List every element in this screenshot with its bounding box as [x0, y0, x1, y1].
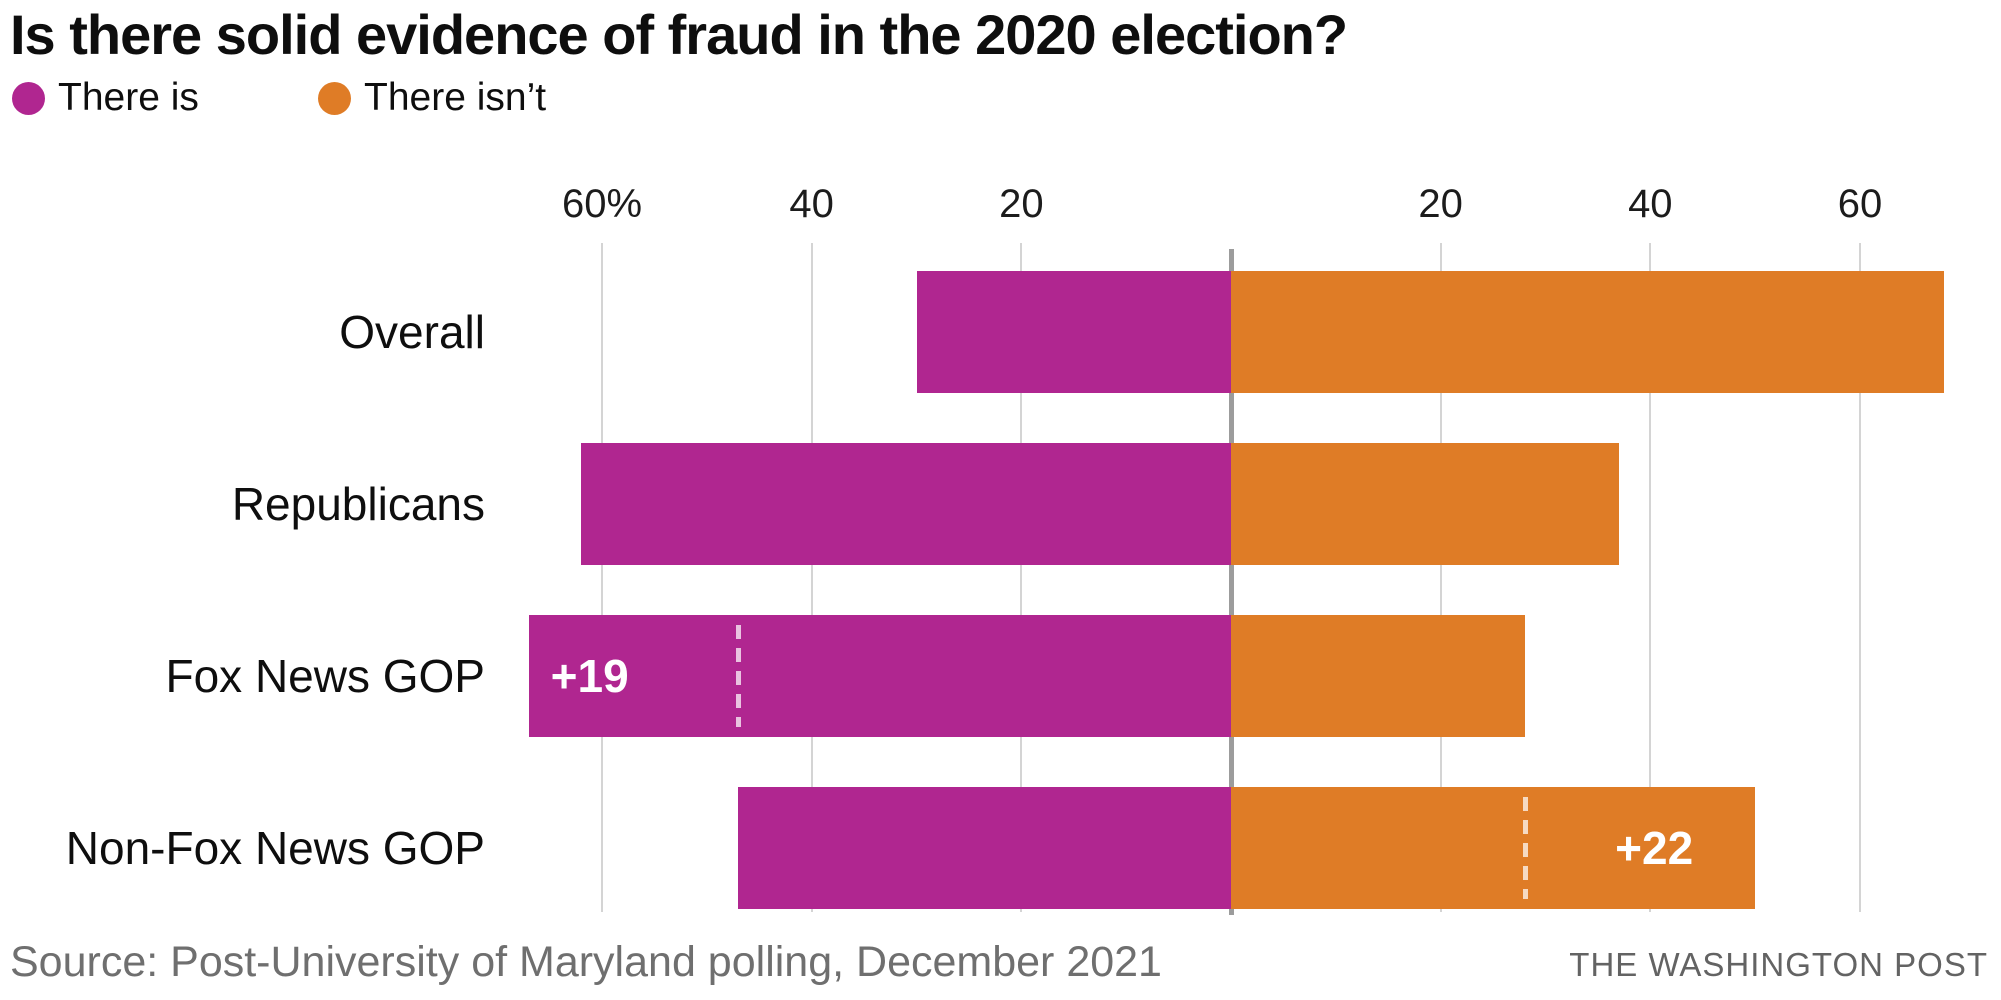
legend: There is There isn’t	[0, 76, 2001, 120]
category-label: Republicans	[231, 478, 485, 530]
axis-tick-label: 60	[1837, 182, 1883, 226]
category-label: Fox News GOP	[165, 650, 485, 702]
legend-dot-icon	[318, 81, 351, 115]
legend-dot-icon	[12, 81, 45, 115]
category-label: Overall	[339, 306, 485, 358]
bar-there-isnt	[1231, 443, 1619, 565]
zero-axis-line	[1229, 249, 1234, 915]
gridline	[1649, 243, 1652, 912]
axis-tick-label: 20	[1418, 182, 1463, 226]
bar-there-isnt	[1231, 271, 1944, 393]
bar-there-is	[581, 443, 1231, 565]
legend-label: There isn’t	[364, 76, 547, 119]
axis-tick-label: 40	[1628, 182, 1673, 226]
reference-dash-line	[736, 625, 742, 727]
chart-title: Is there solid evidence of fraud in the …	[10, 3, 1348, 66]
bar-there-is	[738, 787, 1231, 909]
margin-annotation: +19	[550, 650, 629, 702]
bar-there-isnt	[1231, 615, 1525, 737]
reference-dash-line	[1522, 797, 1528, 899]
gridline	[601, 243, 604, 912]
bar-there-isnt	[1231, 787, 1756, 909]
bar-there-is	[916, 271, 1231, 393]
legend-label: There is	[58, 76, 199, 119]
axis-tick-label: 40	[789, 182, 834, 226]
category-label: Non-Fox News GOP	[65, 822, 485, 874]
legend-item: There isn’t	[318, 76, 546, 120]
footer: Source: Post-University of Maryland poll…	[0, 938, 2001, 990]
axis-tick-label: 20	[999, 182, 1044, 226]
bar-there-is	[528, 615, 1231, 737]
gridline	[1020, 243, 1023, 912]
legend-item: There is	[12, 76, 199, 120]
gridline	[1858, 243, 1861, 912]
gridline	[810, 243, 813, 912]
margin-annotation: +22	[1615, 822, 1694, 874]
publisher-attribution: THE WASHINGTON POST	[1569, 946, 1988, 983]
source-note: Source: Post-University of Maryland poll…	[10, 938, 1162, 986]
axis-tick-label: 60%	[561, 182, 643, 226]
gridline	[1439, 243, 1442, 912]
